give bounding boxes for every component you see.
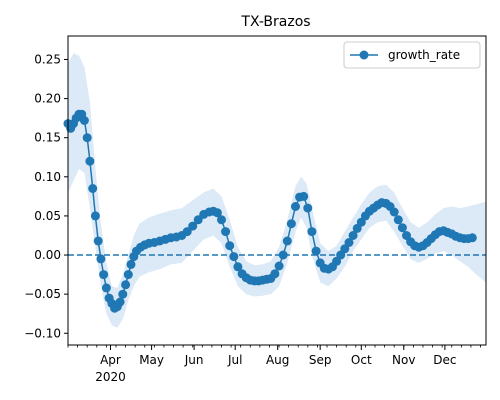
data-point <box>101 283 111 293</box>
data-point <box>88 184 98 193</box>
x-tick-label: Jul <box>227 353 242 367</box>
data-point <box>82 133 92 143</box>
data-point <box>270 269 280 279</box>
data-point <box>126 259 136 269</box>
data-point <box>291 202 300 211</box>
y-tick-label: 0.15 <box>34 131 61 145</box>
data-point <box>96 254 106 264</box>
data-point <box>85 156 95 166</box>
data-point <box>121 280 131 290</box>
x-year-label: 2020 <box>95 370 126 384</box>
y-tick-label: −0.10 <box>24 326 61 340</box>
data-point <box>118 289 128 299</box>
data-point <box>99 270 109 280</box>
growth-rate-markers <box>63 109 477 313</box>
data-point <box>229 252 239 262</box>
y-tick-label: 0.00 <box>34 248 61 262</box>
data-point <box>393 215 403 225</box>
data-point <box>90 211 100 221</box>
data-point <box>278 250 288 260</box>
data-point <box>79 116 89 125</box>
data-point <box>274 261 284 271</box>
data-point <box>344 238 354 247</box>
data-point <box>212 208 222 218</box>
data-point <box>303 203 313 213</box>
data-point <box>348 231 358 240</box>
x-tick-label: Sep <box>309 353 332 367</box>
y-tick-label: 0.10 <box>34 170 61 184</box>
y-axis: −0.10 −0.05 0.00 0.05 0.10 0.15 0.20 0.25 <box>24 52 68 340</box>
legend-marker-swatch <box>359 50 369 60</box>
legend-label: growth_rate <box>388 48 460 62</box>
data-point <box>221 227 231 237</box>
x-tick-label: Dec <box>433 353 456 367</box>
x-tick-label: May <box>139 353 164 367</box>
data-point <box>286 219 296 229</box>
plot-area <box>63 53 486 328</box>
data-point <box>311 246 321 256</box>
y-tick-label: 0.25 <box>34 52 61 66</box>
chart-title: TX-Brazos <box>240 14 310 30</box>
data-point <box>123 270 133 280</box>
y-tick-label: 0.20 <box>34 92 61 106</box>
data-point <box>389 207 399 217</box>
x-tick-label: Oct <box>351 353 372 367</box>
data-point <box>182 227 192 237</box>
data-point <box>188 221 198 231</box>
x-tick-label: Jun <box>184 353 204 367</box>
x-axis: Apr 2020 May Jun Jul Aug Sep Oct Nov Dec <box>67 345 481 384</box>
x-tick-label: Nov <box>392 353 415 367</box>
data-point <box>307 227 317 237</box>
legend-box <box>343 41 481 69</box>
data-point <box>193 215 203 225</box>
x-tick-label: Aug <box>266 353 289 367</box>
data-point <box>93 236 103 246</box>
legend: growth_rate <box>343 41 481 69</box>
y-tick-label: −0.05 <box>24 287 61 301</box>
data-point <box>225 241 235 251</box>
y-tick-label: 0.05 <box>34 209 61 223</box>
axes-frame <box>67 35 487 346</box>
confidence-band <box>68 53 486 328</box>
data-point <box>299 191 309 201</box>
data-point <box>217 215 226 225</box>
data-point <box>115 297 125 307</box>
data-point <box>233 262 243 272</box>
x-tick-label: Apr <box>100 353 121 367</box>
data-point <box>397 223 407 233</box>
data-point <box>467 233 477 243</box>
data-point <box>282 236 292 246</box>
